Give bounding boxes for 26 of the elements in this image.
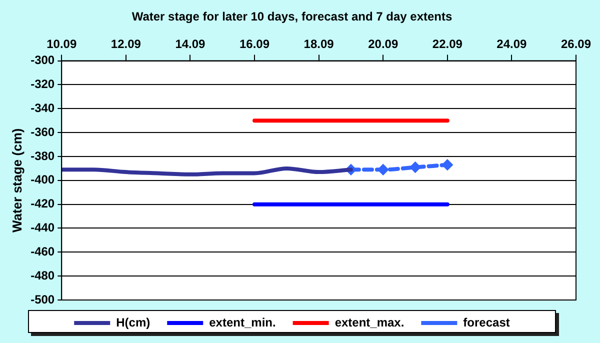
x-tick-label: 14.09 [175, 36, 206, 51]
legend-label: forecast [463, 315, 510, 330]
y-tick-label: -380 [30, 148, 55, 163]
x-tick-label: 12.09 [110, 36, 142, 51]
y-tick-label: -500 [30, 292, 55, 306]
y-tick-label: -480 [30, 268, 55, 282]
x-tick-label: 16.09 [239, 36, 270, 51]
legend-label: extent_max. [334, 315, 404, 330]
y-tick-label: -360 [30, 124, 55, 139]
x-tick-label: 10.09 [46, 36, 77, 51]
y-tick-label: -340 [30, 100, 55, 115]
chart-title: Water stage for later 10 days, forecast and 7 day extents [132, 10, 452, 24]
y-tick-label: -440 [30, 220, 55, 235]
x-tick-label: 22.09 [432, 36, 463, 51]
y-tick-label: -320 [30, 77, 55, 92]
legend-label: extent_min. [209, 315, 276, 330]
y-tick-label: -460 [30, 244, 55, 258]
legend-label: H(cm) [116, 315, 150, 330]
y-tick-label: -400 [30, 172, 55, 187]
x-tick-label: 26.09 [560, 36, 592, 51]
y-tick-label: -420 [30, 196, 55, 211]
y-tick-label: -300 [30, 53, 55, 68]
x-tick-label: 20.09 [368, 36, 398, 51]
x-tick-label: 24.09 [496, 36, 528, 51]
x-tick-label: 18.09 [304, 36, 334, 51]
y-axis-title: Water stage (cm) [9, 128, 24, 233]
